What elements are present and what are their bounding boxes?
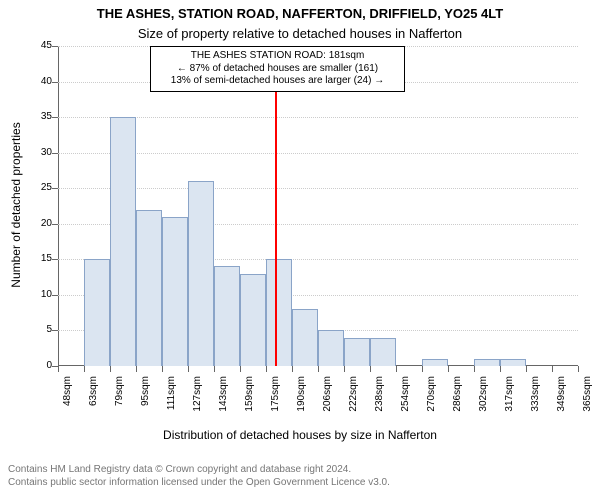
y-tick-label: 20 <box>24 218 52 229</box>
x-tick <box>552 366 553 372</box>
histogram-bar <box>500 359 526 366</box>
y-tick-label: 45 <box>24 40 52 51</box>
x-tick <box>240 366 241 372</box>
x-tick <box>84 366 85 372</box>
y-tick-label: 25 <box>24 182 52 193</box>
x-tick-label: 127sqm <box>192 376 203 426</box>
x-tick-label: 206sqm <box>322 376 333 426</box>
x-tick <box>578 366 579 372</box>
x-tick <box>396 366 397 372</box>
x-tick-label: 159sqm <box>244 376 255 426</box>
y-tick <box>52 330 58 331</box>
x-tick <box>110 366 111 372</box>
x-tick <box>318 366 319 372</box>
y-tick-label: 30 <box>24 147 52 158</box>
x-tick-label: 270sqm <box>426 376 437 426</box>
x-tick-label: 302sqm <box>478 376 489 426</box>
annotation-line3: 13% of semi-detached houses are larger (… <box>157 75 398 88</box>
x-tick-label: 143sqm <box>218 376 229 426</box>
histogram-bar <box>84 259 110 366</box>
x-tick <box>448 366 449 372</box>
x-tick <box>344 366 345 372</box>
y-tick <box>52 82 58 83</box>
x-tick <box>370 366 371 372</box>
x-tick-label: 48sqm <box>62 376 73 426</box>
footer-line1: Contains HM Land Registry data © Crown c… <box>8 464 390 477</box>
x-tick-label: 238sqm <box>374 376 385 426</box>
x-tick-label: 95sqm <box>140 376 151 426</box>
x-tick-label: 333sqm <box>530 376 541 426</box>
x-tick-label: 254sqm <box>400 376 411 426</box>
chart-title-address: THE ASHES, STATION ROAD, NAFFERTON, DRIF… <box>0 6 600 21</box>
reference-line <box>275 46 277 366</box>
x-tick-label: 365sqm <box>582 376 593 426</box>
x-tick <box>266 366 267 372</box>
y-tick <box>52 46 58 47</box>
x-tick-label: 79sqm <box>114 376 125 426</box>
x-tick <box>292 366 293 372</box>
histogram-bar <box>240 274 266 366</box>
x-tick-label: 317sqm <box>504 376 515 426</box>
annotation-line1: THE ASHES STATION ROAD: 181sqm <box>157 50 398 63</box>
histogram-bar <box>292 309 318 366</box>
histogram-bar <box>188 181 214 366</box>
chart-container: { "title": { "line1": "THE ASHES, STATIO… <box>0 0 600 500</box>
footer-line2: Contains public sector information licen… <box>8 477 390 490</box>
histogram-bar <box>266 259 292 366</box>
histogram-bar <box>370 338 396 366</box>
y-tick <box>52 295 58 296</box>
y-tick <box>52 259 58 260</box>
histogram-bar <box>214 266 240 366</box>
gridline <box>58 188 578 189</box>
annotation-box: THE ASHES STATION ROAD: 181sqm ← 87% of … <box>150 46 405 92</box>
y-tick-label: 10 <box>24 289 52 300</box>
x-tick-label: 175sqm <box>270 376 281 426</box>
x-tick <box>58 366 59 372</box>
y-tick-label: 5 <box>24 324 52 335</box>
histogram-bar <box>474 359 500 366</box>
x-tick-label: 63sqm <box>88 376 99 426</box>
gridline <box>58 153 578 154</box>
y-tick-label: 40 <box>24 76 52 87</box>
x-tick-label: 349sqm <box>556 376 567 426</box>
y-tick <box>52 188 58 189</box>
x-tick-label: 190sqm <box>296 376 307 426</box>
annotation-line2: ← 87% of detached houses are smaller (16… <box>157 63 398 76</box>
x-tick-label: 111sqm <box>166 376 177 426</box>
plot-area: 05101520253035404548sqm63sqm79sqm95sqm11… <box>58 46 578 366</box>
x-tick <box>136 366 137 372</box>
histogram-bar <box>422 359 448 366</box>
histogram-bar <box>110 117 136 366</box>
histogram-bar <box>344 338 370 366</box>
chart-subtitle: Size of property relative to detached ho… <box>0 26 600 41</box>
x-tick <box>188 366 189 372</box>
x-axis-label: Distribution of detached houses by size … <box>0 428 600 442</box>
x-tick <box>162 366 163 372</box>
x-tick <box>422 366 423 372</box>
x-tick <box>500 366 501 372</box>
x-tick <box>526 366 527 372</box>
y-tick-label: 35 <box>24 111 52 122</box>
gridline <box>58 117 578 118</box>
y-axis-label: Number of detached properties <box>9 105 23 305</box>
histogram-bar <box>136 210 162 366</box>
y-tick-label: 15 <box>24 253 52 264</box>
y-tick <box>52 153 58 154</box>
histogram-bar <box>318 330 344 366</box>
footer-attribution: Contains HM Land Registry data © Crown c… <box>8 464 390 489</box>
y-tick <box>52 117 58 118</box>
y-tick-label: 0 <box>24 360 52 371</box>
histogram-bar <box>162 217 188 366</box>
x-tick-label: 286sqm <box>452 376 463 426</box>
y-tick <box>52 224 58 225</box>
x-tick <box>474 366 475 372</box>
x-tick <box>214 366 215 372</box>
x-tick-label: 222sqm <box>348 376 359 426</box>
